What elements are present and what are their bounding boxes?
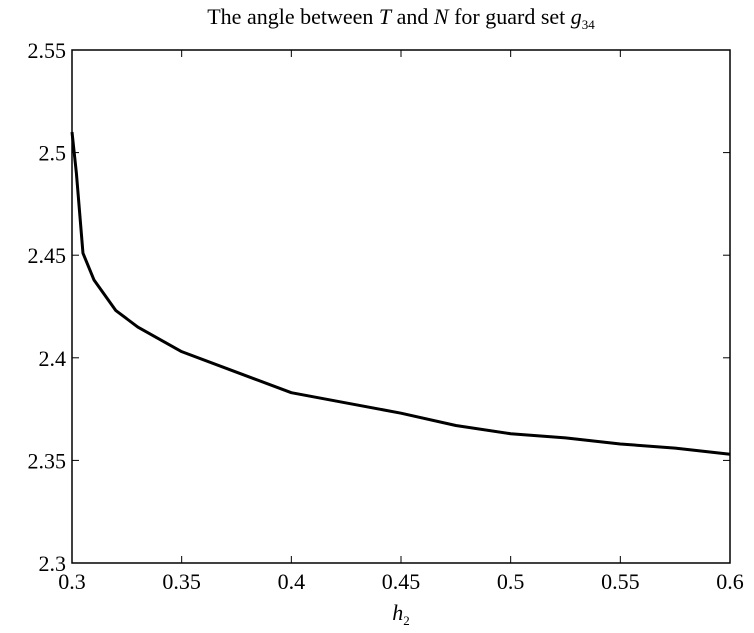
title-part: g [571,4,582,29]
title-part: and [391,4,434,29]
x-tick-label: 0.6 [716,569,744,594]
x-tick-label: 0.5 [497,569,525,594]
x-tick-label: 0.45 [382,569,421,594]
x-label-part: h [392,600,403,625]
title-part: T [379,4,393,29]
data-line [70,131,731,456]
chart-title: The angle between T and N for guard set … [207,4,595,32]
y-tick-label: 2.5 [39,141,67,166]
x-tick-label: 0.4 [278,569,306,594]
y-tick-label: 2.45 [28,243,67,268]
title-part: for guard set [449,4,571,29]
title-part: The angle between [207,4,379,29]
y-tick-label: 2.35 [28,448,67,473]
y-tick-label: 2.4 [39,346,67,371]
title-part: N [433,4,450,29]
plot-frame [71,49,731,564]
y-tick-label: 2.3 [39,551,67,576]
y-tick-label: 2.55 [28,38,67,63]
title-part: 34 [582,17,596,32]
x-tick-label: 0.35 [162,569,201,594]
x-tick-label: 0.3 [58,569,86,594]
x-axis-label: h2 [392,600,410,628]
x-tick-label: 0.55 [601,569,640,594]
x-label-part: 2 [403,613,410,628]
